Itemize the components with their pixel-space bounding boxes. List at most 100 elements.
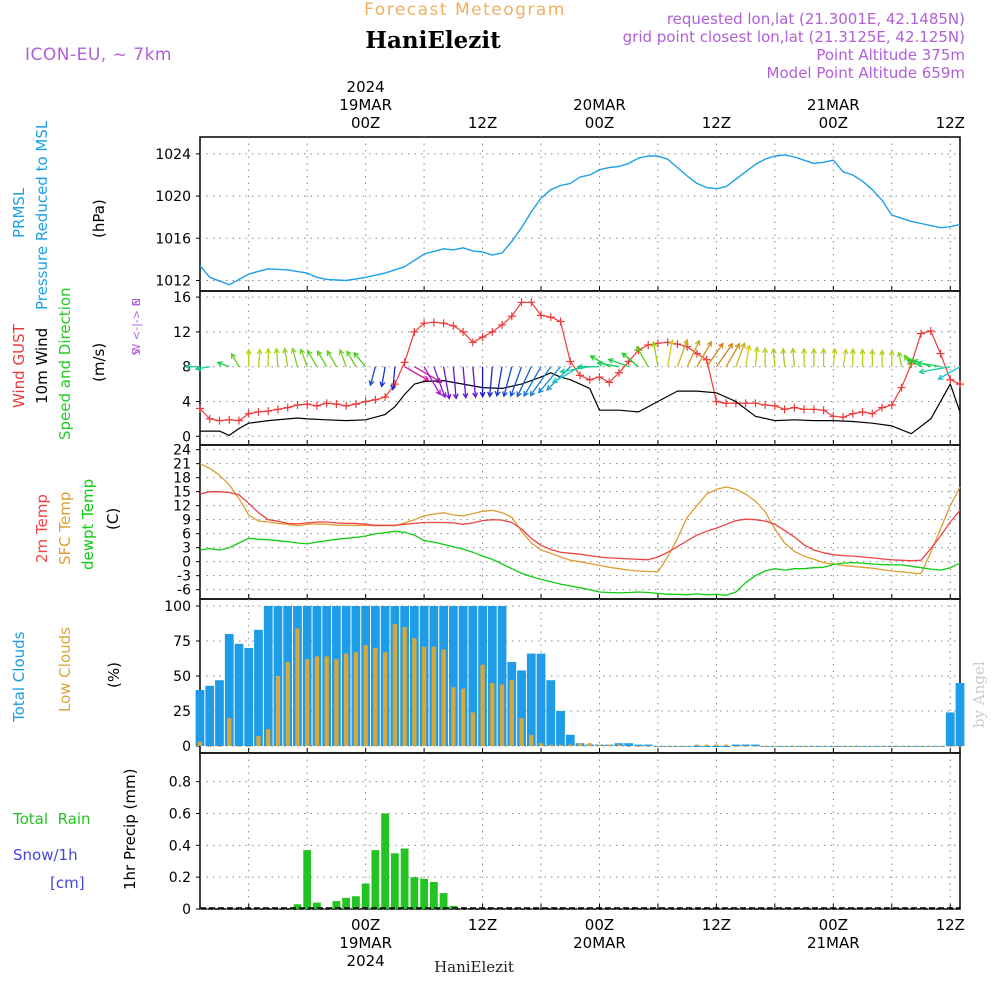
gust-marker xyxy=(819,406,828,415)
low-cloud-bar xyxy=(285,662,290,746)
top-axis-label: 12Z xyxy=(936,114,965,132)
wind-arrow-head xyxy=(516,391,522,398)
low-cloud-bar xyxy=(870,746,875,747)
low-cloud-bar xyxy=(451,687,456,746)
clouds-ytick-label: 50 xyxy=(173,669,191,685)
low-cloud-bar xyxy=(626,746,631,747)
wind-arrow xyxy=(754,347,758,367)
low-cloud-bar xyxy=(938,746,943,747)
wind-arrow-head xyxy=(770,347,777,354)
wind-arrow xyxy=(706,343,724,368)
wind-arrow xyxy=(745,345,751,367)
wind-arrow xyxy=(423,366,441,395)
bottom-axis-label: 00Z xyxy=(819,916,848,934)
gust-marker xyxy=(809,405,818,414)
wind-arrow xyxy=(307,350,318,368)
prmsl-label: PRMSL xyxy=(10,187,28,238)
rain-bar xyxy=(313,902,321,909)
wind-arrow-head xyxy=(559,368,566,375)
wind-arrow xyxy=(653,342,659,367)
bottom-axis-label: 2024 xyxy=(347,952,385,970)
gust-marker xyxy=(858,407,867,416)
top-axis-label: 00Z xyxy=(819,114,848,132)
wind-arrow-head xyxy=(390,384,397,391)
wind-10m-label: 10m Wind xyxy=(33,328,51,404)
temp-2m-line xyxy=(199,491,961,562)
low-cloud-bar xyxy=(840,746,846,747)
wind-arrow-head xyxy=(436,377,443,383)
clouds-ytick-label: 25 xyxy=(173,704,191,720)
low-cloud-bar xyxy=(490,683,495,746)
low-cloud-bar xyxy=(305,659,310,746)
low-cloud-bar xyxy=(704,744,709,746)
wind-arrow xyxy=(621,352,639,368)
gust-marker xyxy=(312,401,321,410)
bottom-axis-label: 00Z xyxy=(351,916,380,934)
wind-arrow xyxy=(300,349,308,367)
top-axis-label: 00Z xyxy=(351,114,380,132)
low-cloud-bar xyxy=(772,746,778,747)
temp-ytick-label: -6 xyxy=(177,583,191,599)
temp-ytick-label: 0 xyxy=(182,555,191,571)
low-cloud-bar xyxy=(499,684,505,746)
wind-arrow-head xyxy=(576,363,583,370)
precip-frame xyxy=(199,752,961,910)
wind-arrow xyxy=(523,366,542,397)
wind-arrow-head xyxy=(668,339,675,346)
top-axis-label: 12Z xyxy=(468,114,497,132)
gust-marker xyxy=(507,312,516,321)
gust-marker xyxy=(576,371,584,380)
wind-arrow xyxy=(462,366,467,398)
total-cloud-bar xyxy=(721,746,731,747)
wind-arrow xyxy=(392,366,396,390)
total-cloud-bar xyxy=(556,711,565,746)
snow-cm-label: [cm] xyxy=(50,874,85,892)
percent-unit-label: (%) xyxy=(105,662,123,688)
hpa-unit-label: (hPa) xyxy=(90,199,108,238)
wind-arrow-head xyxy=(740,342,746,349)
total-cloud-bar xyxy=(643,744,653,746)
total-cloud-bar xyxy=(702,746,712,747)
precip-unit-label: 1hr Precip (mm) xyxy=(121,769,139,890)
low-cloud-bar xyxy=(655,746,661,747)
wind-arrow xyxy=(346,350,357,368)
wind-arrow-head xyxy=(307,349,313,356)
total-cloud-bar xyxy=(487,606,497,746)
wind-arrow xyxy=(257,349,261,367)
wind-arrow xyxy=(667,340,673,367)
clouds-ytick-label: 75 xyxy=(173,634,191,650)
wind-arrow-head xyxy=(479,391,486,398)
wind-arrow-head xyxy=(916,360,923,367)
precip-ytick-label: 0.8 xyxy=(169,775,191,791)
top-axis-label: 00Z xyxy=(585,114,614,132)
gust-marker xyxy=(527,298,536,307)
low-cloud-bar xyxy=(607,744,612,746)
gust-marker xyxy=(449,321,458,330)
gust-marker xyxy=(205,414,214,423)
gust-marker xyxy=(342,401,351,410)
total-cloud-bar xyxy=(741,744,751,746)
wind-arrow-head xyxy=(636,345,642,352)
total-cloud-bar xyxy=(526,653,536,746)
gust-marker xyxy=(917,329,926,338)
low-cloud-bar xyxy=(227,718,232,746)
total-cloud-bar xyxy=(254,629,263,746)
wind-arrow xyxy=(832,348,836,367)
wind-arrow-head xyxy=(509,390,516,398)
gust-marker xyxy=(780,405,789,414)
wind-arrow-head xyxy=(184,363,191,370)
pressure-frame xyxy=(199,136,961,292)
wind-arrow-head xyxy=(245,348,252,355)
wind-10m-line xyxy=(200,372,961,436)
low-cloud-bar xyxy=(685,746,690,747)
low-cloud-bar xyxy=(256,736,261,746)
top-axis-label: 21MAR xyxy=(807,96,860,114)
low-cloud-bar xyxy=(753,746,758,747)
gust-marker xyxy=(839,413,848,422)
compass-north: N xyxy=(130,298,143,306)
point-altitude: Point Altitude 375m xyxy=(816,46,965,64)
wind-arrow-head xyxy=(435,389,441,396)
wind-arrow-head xyxy=(651,340,658,348)
gust-marker xyxy=(429,318,438,327)
wind-arrow xyxy=(608,358,629,368)
